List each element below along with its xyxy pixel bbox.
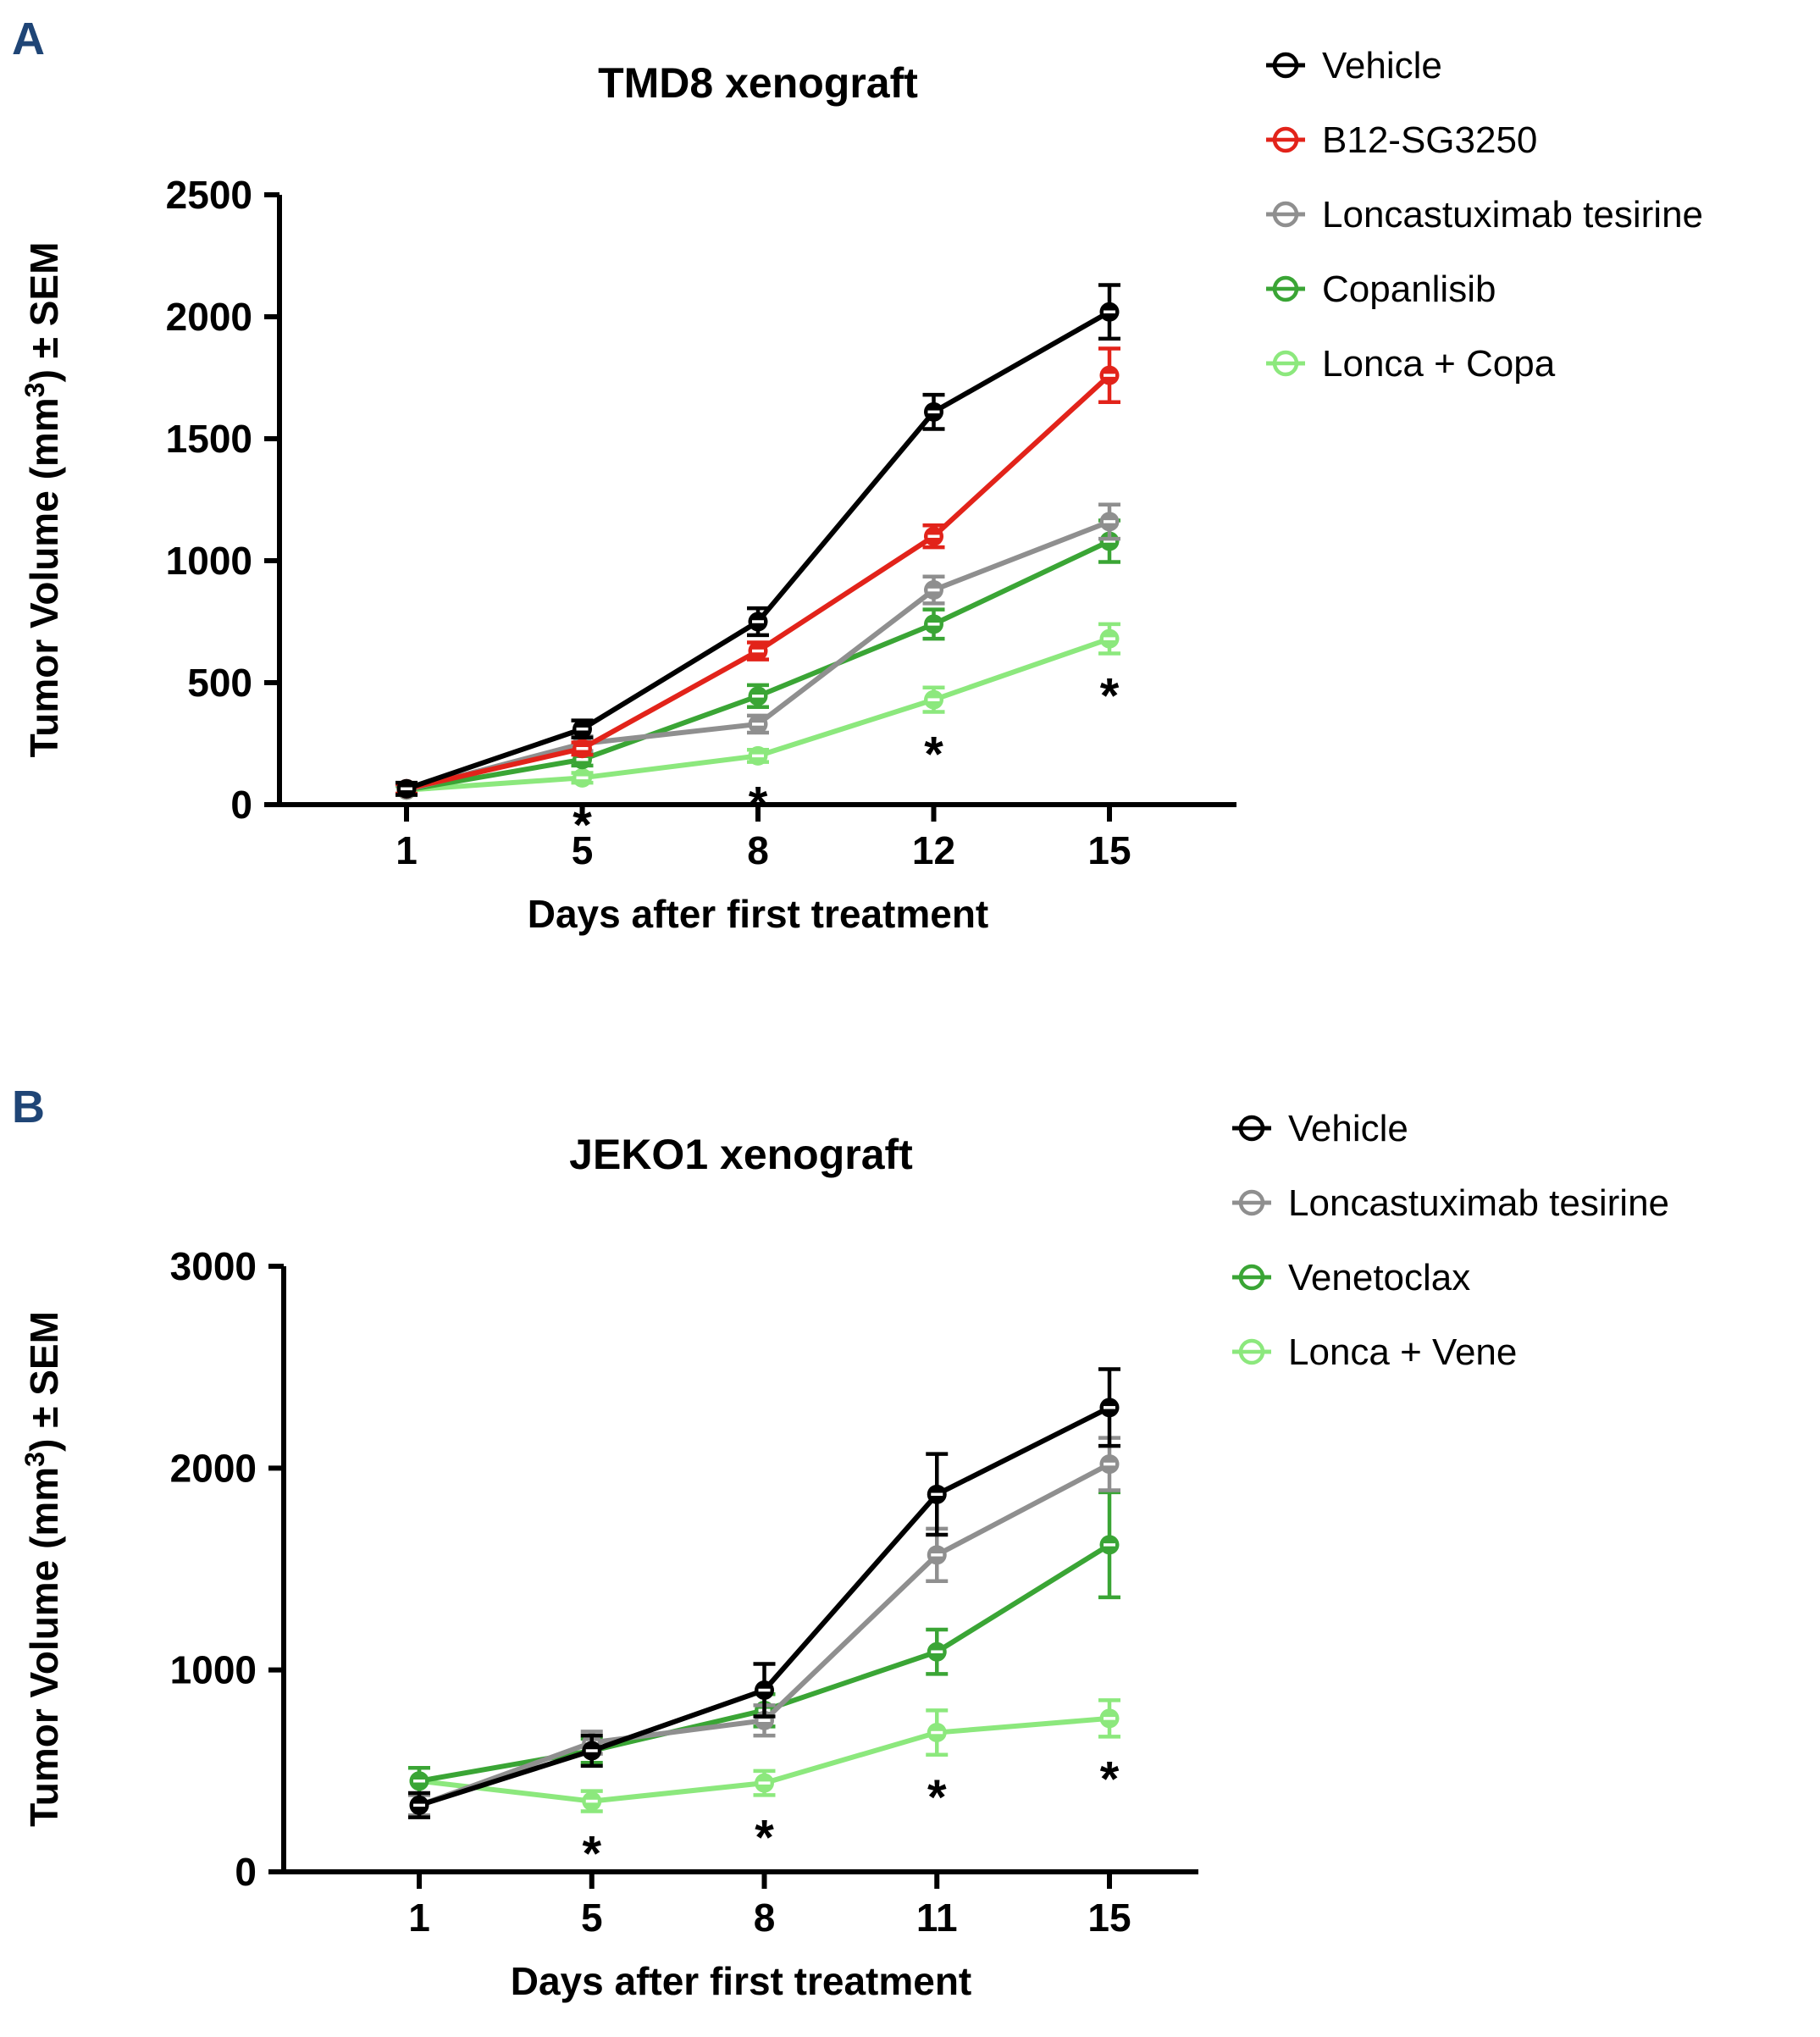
- x-tick-label: 8: [754, 1896, 776, 1940]
- y-tick-label: 1000: [166, 539, 252, 583]
- chart-title: JEKO1 xenograft: [569, 1131, 913, 1178]
- legend-label: Vehicle: [1288, 1108, 1408, 1149]
- significance-asterisk: *: [755, 1810, 774, 1865]
- legend-label: Loncastuximab tesirine: [1288, 1182, 1669, 1224]
- panel-label: B: [12, 1082, 45, 1132]
- x-tick-label: 1: [396, 828, 418, 872]
- panel-b: B JEKO1 xenograft 0 1000 2000 3000 1 5 8 11 15 Days…: [0, 1012, 1820, 2037]
- x-tick-label: 15: [1087, 828, 1131, 872]
- legend-label: Vehicle: [1322, 45, 1442, 86]
- y-tick-label: 1000: [170, 1648, 257, 1692]
- y-tick-label: 500: [187, 661, 252, 705]
- y-tick-label: 2000: [170, 1446, 257, 1490]
- significance-asterisk: *: [582, 1827, 601, 1882]
- legend-label: Lonca + Copa: [1322, 343, 1556, 385]
- y-tick-label: 0: [235, 1850, 257, 1894]
- y-tick-label: 0: [230, 783, 252, 827]
- x-tick-label: 15: [1087, 1896, 1131, 1940]
- significance-asterisk: *: [1100, 668, 1120, 723]
- significance-asterisk: *: [749, 778, 768, 833]
- y-tick-label: 1500: [166, 417, 252, 461]
- legend-label: Copanlisib: [1322, 268, 1496, 310]
- chart-title: TMD8 xenograft: [598, 59, 918, 107]
- legend-label: Venetoclax: [1288, 1257, 1470, 1298]
- legend-label: Lonca + Vene: [1288, 1331, 1517, 1373]
- y-axis-title: Tumor Volume (mm3) ± SEM: [19, 242, 66, 758]
- x-tick-label: 11: [916, 1896, 958, 1940]
- series-line: [418, 1461, 1111, 1808]
- x-tick-label: 5: [572, 828, 594, 872]
- y-tick-label: 2500: [166, 173, 252, 217]
- x-axis-title: Days after first treatment: [511, 1959, 972, 2003]
- x-tick-label: 5: [581, 1896, 603, 1940]
- x-axis-title: Days after first treatment: [528, 892, 989, 936]
- y-tick-label: 2000: [166, 295, 252, 339]
- legend-label: Loncastuximab tesirine: [1322, 194, 1703, 235]
- panel-label: A: [12, 14, 45, 64]
- x-tick-label: 12: [912, 828, 955, 872]
- significance-asterisk: *: [573, 798, 592, 853]
- panel-a: A TMD8 xenograft 0 500 1000 1500 2000 2500 1 5 8 12…: [0, 0, 1820, 1012]
- x-tick-label: 8: [747, 828, 769, 872]
- y-tick-label: 3000: [170, 1244, 257, 1288]
- significance-asterisk: *: [1100, 1752, 1120, 1807]
- significance-asterisk: *: [924, 728, 943, 783]
- legend-label: B12-SG3250: [1322, 119, 1537, 161]
- significance-asterisk: *: [927, 1770, 947, 1825]
- y-axis-title: Tumor Volume (mm3) ± SEM: [19, 1311, 66, 1827]
- x-tick-label: 1: [408, 1896, 430, 1940]
